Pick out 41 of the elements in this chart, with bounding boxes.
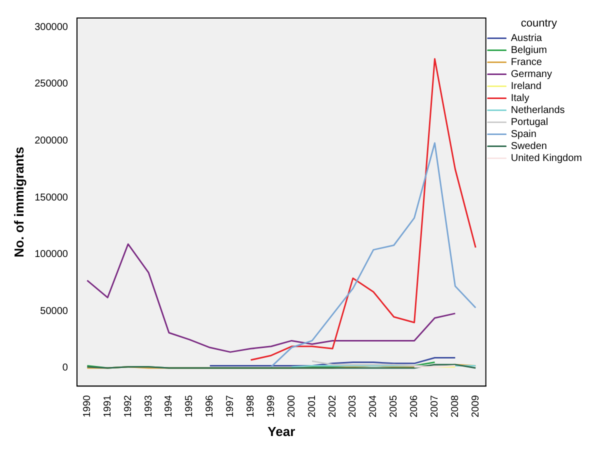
x-tick-label: 2001 bbox=[306, 394, 318, 418]
x-tick-label: 2000 bbox=[286, 394, 298, 418]
y-tick-label: 300000 bbox=[34, 22, 68, 33]
legend-label: Italy bbox=[510, 92, 530, 104]
legend-label: Ireland bbox=[510, 80, 542, 92]
x-tick-label: 1997 bbox=[225, 394, 236, 418]
x-tick-label: 1990 bbox=[82, 394, 93, 418]
legend-label: Belgium bbox=[510, 44, 547, 56]
legend-label: Netherlands bbox=[510, 104, 565, 116]
legend-title: country bbox=[520, 18, 558, 30]
y-tick-label: 200000 bbox=[34, 135, 68, 146]
x-tick-label: 2002 bbox=[327, 394, 338, 418]
y-tick-label: 0 bbox=[62, 362, 68, 374]
x-tick-label: 2009 bbox=[470, 394, 482, 418]
x-tick-label: 1992 bbox=[122, 394, 134, 418]
y-tick-label: 50000 bbox=[40, 306, 68, 317]
x-tick-label: 1996 bbox=[204, 394, 216, 418]
y-axis-title: No. of immigrants bbox=[11, 146, 26, 258]
x-tick-label: 2005 bbox=[388, 394, 400, 418]
x-tick-label: 2003 bbox=[348, 394, 359, 418]
legend-label: Sweden bbox=[510, 140, 547, 152]
x-tick-label: 1994 bbox=[164, 394, 175, 418]
x-tick-label: 1999 bbox=[266, 394, 277, 418]
legend-label: Austria bbox=[510, 32, 542, 44]
x-tick-label: 1998 bbox=[245, 394, 256, 418]
x-tick-label: 1991 bbox=[102, 394, 114, 418]
y-tick-label: 250000 bbox=[34, 78, 68, 90]
y-tick-label: 150000 bbox=[34, 192, 68, 204]
legend-label: Portugal bbox=[510, 116, 548, 128]
x-tick-label: 1995 bbox=[184, 394, 196, 418]
y-tick-label: 100000 bbox=[34, 249, 68, 260]
x-tick-label: 2008 bbox=[450, 394, 461, 418]
x-axis-title: Year bbox=[268, 424, 296, 439]
legend-label: Spain bbox=[510, 128, 536, 140]
x-tick-label: 1993 bbox=[143, 394, 154, 418]
legend-label: Germany bbox=[510, 68, 552, 80]
legend-label: United Kingdom bbox=[510, 152, 582, 164]
x-tick-label: 2004 bbox=[368, 394, 380, 418]
x-tick-label: 2007 bbox=[429, 394, 440, 418]
legend-label: France bbox=[510, 56, 542, 68]
x-tick-label: 2006 bbox=[409, 394, 420, 418]
